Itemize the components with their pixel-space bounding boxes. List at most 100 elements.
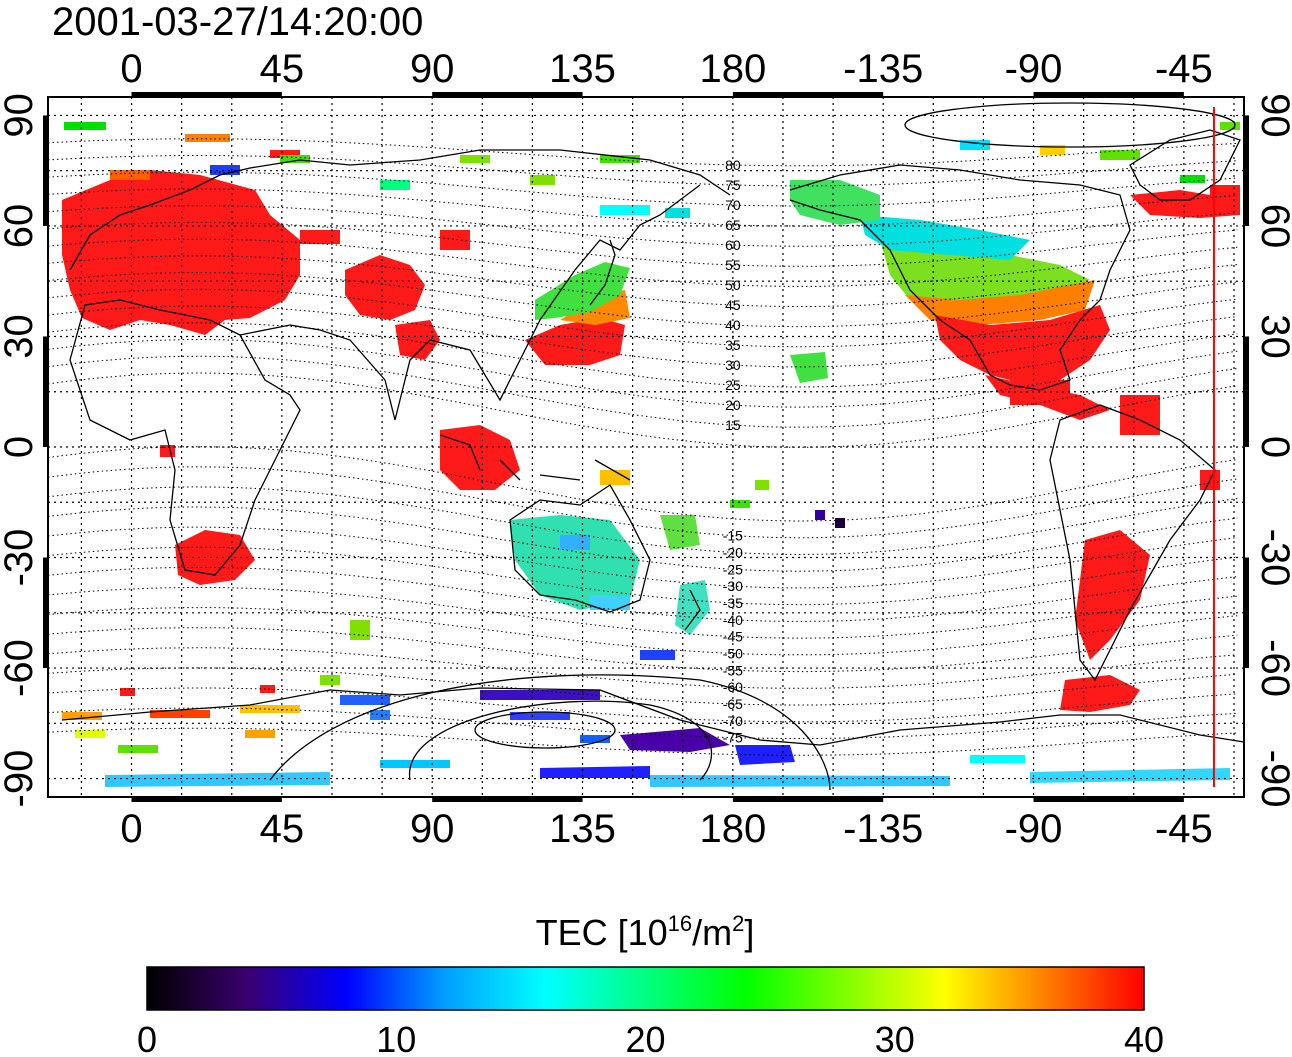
colorbar-label-end: ] bbox=[744, 912, 754, 953]
magnetic-contour bbox=[48, 486, 1238, 556]
tec-patch-antarctic-strip3 bbox=[1030, 768, 1230, 783]
coastline-asia bbox=[239, 184, 701, 421]
contour-label: 50 bbox=[725, 277, 741, 293]
lat-tick-label: 60 bbox=[1253, 204, 1292, 249]
top-lon-tick-labels: 0 45 90 135 180 -135 -90 -45 bbox=[120, 47, 1212, 91]
grid-lines bbox=[48, 97, 1244, 797]
lon-tick-label: 0 bbox=[120, 47, 142, 91]
magnetic-contour bbox=[48, 647, 1238, 689]
tec-patch-antarctic-coast bbox=[1060, 675, 1140, 712]
lat-tick-label: 30 bbox=[1253, 314, 1292, 359]
magnetic-contour bbox=[48, 338, 1238, 408]
magnetic-contour bbox=[48, 566, 1238, 622]
lat-tick-label: 0 bbox=[1253, 436, 1292, 458]
magnetic-contour bbox=[48, 587, 1238, 639]
colorbar-label-sup2: 2 bbox=[732, 911, 744, 936]
lat-tick-label: 90 bbox=[1253, 93, 1292, 138]
map-title: 2001-03-27/14:20:00 bbox=[52, 0, 423, 44]
border-bar-left bbox=[43, 115, 48, 226]
magnetic-contour bbox=[48, 372, 1238, 448]
magnetic-contour bbox=[48, 466, 1238, 539]
colorbar-label-main: TEC [10 bbox=[536, 912, 668, 953]
axis-border-bars bbox=[43, 92, 1249, 802]
tec-patch-antarctic-blue2 bbox=[540, 766, 650, 778]
lat-tick-label: -90 bbox=[1253, 750, 1292, 808]
bottom-lon-tick-labels: 0 45 90 135 180 -135 -90 -45 bbox=[120, 807, 1212, 851]
contour-label: 25 bbox=[725, 377, 741, 393]
left-lat-tick-labels: 90 60 30 0 -30 -60 -90 bbox=[0, 93, 41, 807]
contour-labels: 80 75 70 65 60 55 50 45 40 35 30 25 20 15 -15-20-25-30… bbox=[723, 157, 743, 746]
lon-tick-label: -45 bbox=[1155, 47, 1213, 91]
magnetic-contour bbox=[48, 288, 1238, 348]
lon-tick-label: 180 bbox=[699, 47, 766, 91]
border-bar-bottom bbox=[432, 797, 583, 802]
lat-tick-label: 0 bbox=[0, 436, 41, 458]
lon-tick-label: 135 bbox=[549, 807, 616, 851]
lon-tick-label: 135 bbox=[549, 47, 616, 91]
lon-tick-label: 90 bbox=[410, 47, 455, 91]
antarctic-contour-2 bbox=[409, 700, 713, 781]
magnetic-contour bbox=[48, 707, 1238, 739]
right-lat-tick-labels: 90 60 30 0 -30 -60 -90 bbox=[1253, 93, 1292, 807]
contour-label: 70 bbox=[725, 197, 741, 213]
border-bar-bottom bbox=[131, 797, 282, 802]
lon-tick-label: 45 bbox=[260, 47, 305, 91]
border-bar-left bbox=[43, 336, 48, 447]
contour-label: 60 bbox=[725, 237, 741, 253]
tec-patch-na-green bbox=[880, 240, 1090, 305]
antarctic-contour-1 bbox=[269, 674, 831, 791]
border-bar-top bbox=[432, 92, 583, 97]
coastline-greenland bbox=[1129, 129, 1241, 201]
contour-label: 65 bbox=[725, 217, 741, 233]
contour-label: -50 bbox=[723, 645, 743, 661]
lat-tick-label: -60 bbox=[1253, 639, 1292, 697]
magnetic-contour bbox=[48, 506, 1238, 572]
contour-label: -60 bbox=[723, 679, 743, 695]
contour-label: 35 bbox=[725, 337, 741, 353]
tec-patch-europe bbox=[62, 170, 300, 335]
border-bar-bottom bbox=[1033, 797, 1184, 802]
colorbar-label-sup1: 16 bbox=[668, 911, 692, 936]
magnetic-contour bbox=[48, 138, 1238, 167]
tec-patch-pacific-green bbox=[660, 515, 700, 550]
magnetic-contour bbox=[48, 272, 1238, 328]
colorbar-tick-label: 20 bbox=[625, 1019, 665, 1057]
contour-label: -25 bbox=[723, 561, 743, 577]
border-bar-right bbox=[1244, 336, 1249, 447]
magnetic-contour bbox=[48, 221, 1238, 267]
tec-scatter-patches bbox=[62, 122, 1240, 768]
lon-tick-label: -90 bbox=[1005, 47, 1063, 91]
magnetic-contour bbox=[48, 727, 1238, 756]
magnetic-contour bbox=[48, 355, 1238, 428]
lon-tick-label: 45 bbox=[260, 807, 305, 851]
magnetic-contour bbox=[48, 546, 1238, 606]
border-bar-right bbox=[1244, 557, 1249, 669]
contour-label: -55 bbox=[723, 662, 743, 678]
border-bar-top bbox=[1033, 92, 1184, 97]
contour-label: -20 bbox=[723, 544, 743, 560]
contour-label: 45 bbox=[725, 297, 741, 313]
lon-tick-label: -90 bbox=[1005, 807, 1063, 851]
border-bar-right bbox=[1244, 115, 1249, 226]
contour-label: 40 bbox=[725, 317, 741, 333]
contour-label: -70 bbox=[723, 713, 743, 729]
lat-tick-label: 30 bbox=[0, 314, 41, 359]
tec-patch-antarctic-purple bbox=[620, 728, 730, 752]
contour-label: -45 bbox=[723, 629, 743, 645]
magnetic-contour bbox=[48, 188, 1238, 227]
tec-patch-antarctic-blue bbox=[735, 745, 795, 765]
magnetic-latitude-contours bbox=[48, 138, 1238, 756]
lat-tick-label: -30 bbox=[0, 529, 41, 587]
magnetic-contour bbox=[48, 607, 1238, 656]
contour-label: -65 bbox=[723, 696, 743, 712]
contour-label: -40 bbox=[723, 612, 743, 628]
coastline-indonesia bbox=[439, 434, 631, 481]
magnetic-contour bbox=[48, 446, 1238, 522]
lat-tick-label: -60 bbox=[0, 639, 41, 697]
tec-patch-antarctic-strip2 bbox=[650, 775, 950, 787]
lat-tick-label: 90 bbox=[0, 93, 41, 138]
contour-label: -35 bbox=[723, 595, 743, 611]
magnetic-contour bbox=[48, 171, 1238, 207]
coastline-south-america bbox=[1049, 404, 1216, 682]
